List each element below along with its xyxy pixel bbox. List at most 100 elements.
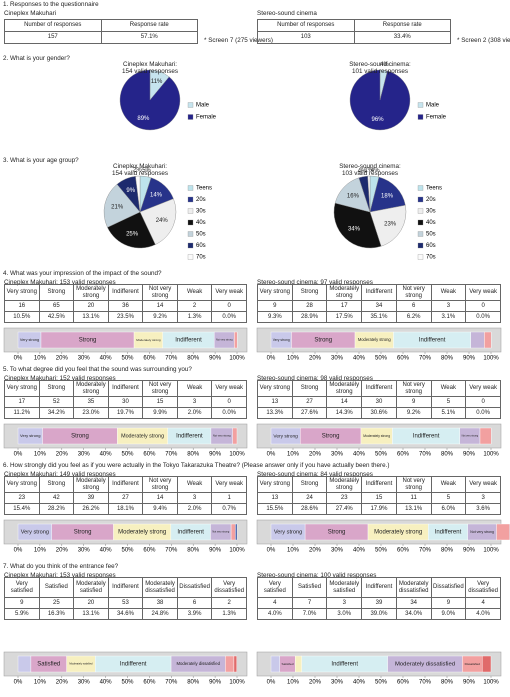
segment-label: Not very strong (213, 434, 231, 438)
table-cell: 3.9% (176, 608, 213, 620)
table-cell: 3 (430, 300, 467, 312)
tick-label: 40% (353, 680, 366, 686)
legend-swatch (187, 254, 194, 260)
table-cell: 27 (107, 492, 144, 504)
legend-label: Female (196, 115, 217, 121)
panel-name: Stereo-sound cinema (257, 10, 317, 17)
table-cell: 16 (4, 300, 40, 312)
bar-segment (295, 655, 303, 673)
tick-label: 80% (441, 356, 454, 362)
bar-segment (470, 331, 485, 349)
table-cell: 4.0% (465, 608, 501, 620)
segment-label: Moderately satisfied (69, 662, 93, 666)
table-cell: 16.3% (38, 608, 75, 620)
table-cell: 20 (73, 597, 109, 609)
legend-swatch (417, 102, 424, 108)
response-table: Very strong Strong Moderately strong Indiff… (4, 284, 247, 323)
table-cell: Moderately strong (326, 476, 363, 493)
table-cell: 28.9% (291, 311, 328, 323)
legend-label: 60s (196, 243, 206, 249)
legend-swatch (417, 196, 424, 203)
table-row: Number of responses Response rate (257, 19, 451, 32)
table-cell: 19.7% (107, 407, 144, 419)
bar-segment (225, 655, 235, 673)
table-cell: Satisfied (291, 577, 328, 598)
tick-label: 20% (309, 356, 322, 362)
table-row: 5.9% 16.3% 13.1% 34.6% 24.8% 3.9% 1.3% (4, 608, 247, 620)
table-cell: Satisfied (38, 577, 75, 598)
table-cell: Strong (291, 476, 328, 493)
table-cell: 10.5% (4, 311, 40, 323)
table-cell: 3 (326, 597, 363, 609)
table-cell: Very strong (4, 476, 40, 493)
table-cell: 30.6% (361, 407, 397, 419)
table-cell: 9.4% (142, 503, 178, 515)
tick-label: 60% (397, 452, 410, 458)
table-row: 157 57.1% (4, 31, 198, 44)
table-row: 9.3% 28.9% 17.5% 35.1% 6.2% 3.1% 0.0% (257, 311, 501, 323)
note: * Screen 2 (308 viewers) (457, 37, 510, 44)
response-table: Very strong Strong Moderately strong Indiff… (257, 380, 501, 419)
table-cell: Indifferent (361, 476, 397, 493)
segment-label: Not very strong (462, 435, 479, 438)
note: * Screen 7 (275 viewers) (204, 37, 273, 44)
table-cell: 15.4% (4, 503, 40, 515)
tick-label: 20% (56, 680, 69, 686)
tick-label: 100% (229, 452, 245, 458)
tick-label: 80% (441, 680, 454, 686)
table-cell: Indifferent (107, 284, 144, 301)
table-cell: Weak (430, 284, 467, 301)
slice-label: 21% (111, 204, 124, 210)
table-cell: 13.1% (395, 503, 432, 515)
table-row: Very strong Strong Moderately strong Indiff… (257, 476, 501, 493)
bar-segment (479, 427, 492, 445)
table-cell: 6 (176, 597, 213, 609)
question-title: 5. To what degree did you feel that the … (3, 366, 192, 373)
chart-subtitle: Cineplex Makuhari: 149 valid responses (4, 471, 116, 478)
tick-label: 70% (165, 548, 178, 554)
table-cell: 23.0% (73, 407, 109, 419)
table-cell: 38 (142, 597, 178, 609)
chart-subtitle: Cineplex Makuhari: 153 valid responses (4, 572, 116, 579)
pie-slice (135, 175, 141, 213)
table-cell: 30 (107, 396, 144, 408)
chart-subtitle: Stereo-sound cinema: 97 valid responses (257, 279, 373, 286)
legend-swatch (187, 102, 194, 108)
table-cell: Moderately dissatisfied (142, 577, 178, 598)
bar-segment (233, 655, 237, 673)
table-cell: Indifferent (107, 380, 144, 397)
legend-label: 50s (426, 232, 436, 238)
tick-label: 20% (309, 548, 322, 554)
segment-label: Very strong (274, 529, 302, 535)
response-table: Very strong Strong Moderately strong Indiff… (4, 476, 247, 515)
segment-label: Satisfied (282, 662, 294, 666)
tick-label: 70% (165, 680, 178, 686)
segment-label: Indifferent (331, 662, 358, 668)
table-cell: 3.6% (465, 503, 501, 515)
table-cell: Strong (38, 284, 75, 301)
legend-label: 20s (426, 197, 436, 203)
table-cell: 0.0% (211, 311, 247, 323)
tick-label: 10% (287, 680, 300, 686)
table-cell: 30 (361, 396, 397, 408)
legend-label: 60s (426, 243, 436, 249)
table-cell: Not very strong (395, 476, 432, 493)
panel-name: Cineplex Makuhari (4, 10, 57, 17)
segment-label: Strong (314, 338, 332, 344)
tick-label: 30% (78, 680, 91, 686)
table-cell: Number of responses (4, 19, 102, 32)
tick-label: 0% (267, 452, 276, 458)
table-row: 16 65 20 36 14 2 0 (4, 300, 247, 312)
table-cell: 14.3% (326, 407, 363, 419)
segment-label: Very strong (273, 338, 290, 342)
table-cell: Very strong (4, 284, 40, 301)
tick-label: 50% (121, 548, 134, 554)
tick-label: 80% (441, 452, 454, 458)
slice-label: 2% (133, 168, 142, 174)
table-row: 15.5% 28.6% 27.4% 17.9% 13.1% 6.0% 3.6% (257, 503, 501, 515)
table-cell: 9 (430, 597, 467, 609)
tick-label: 100% (483, 548, 499, 554)
tick-label: 0% (14, 680, 23, 686)
tick-label: 70% (419, 356, 432, 362)
segment-label: Very strong (273, 433, 298, 439)
